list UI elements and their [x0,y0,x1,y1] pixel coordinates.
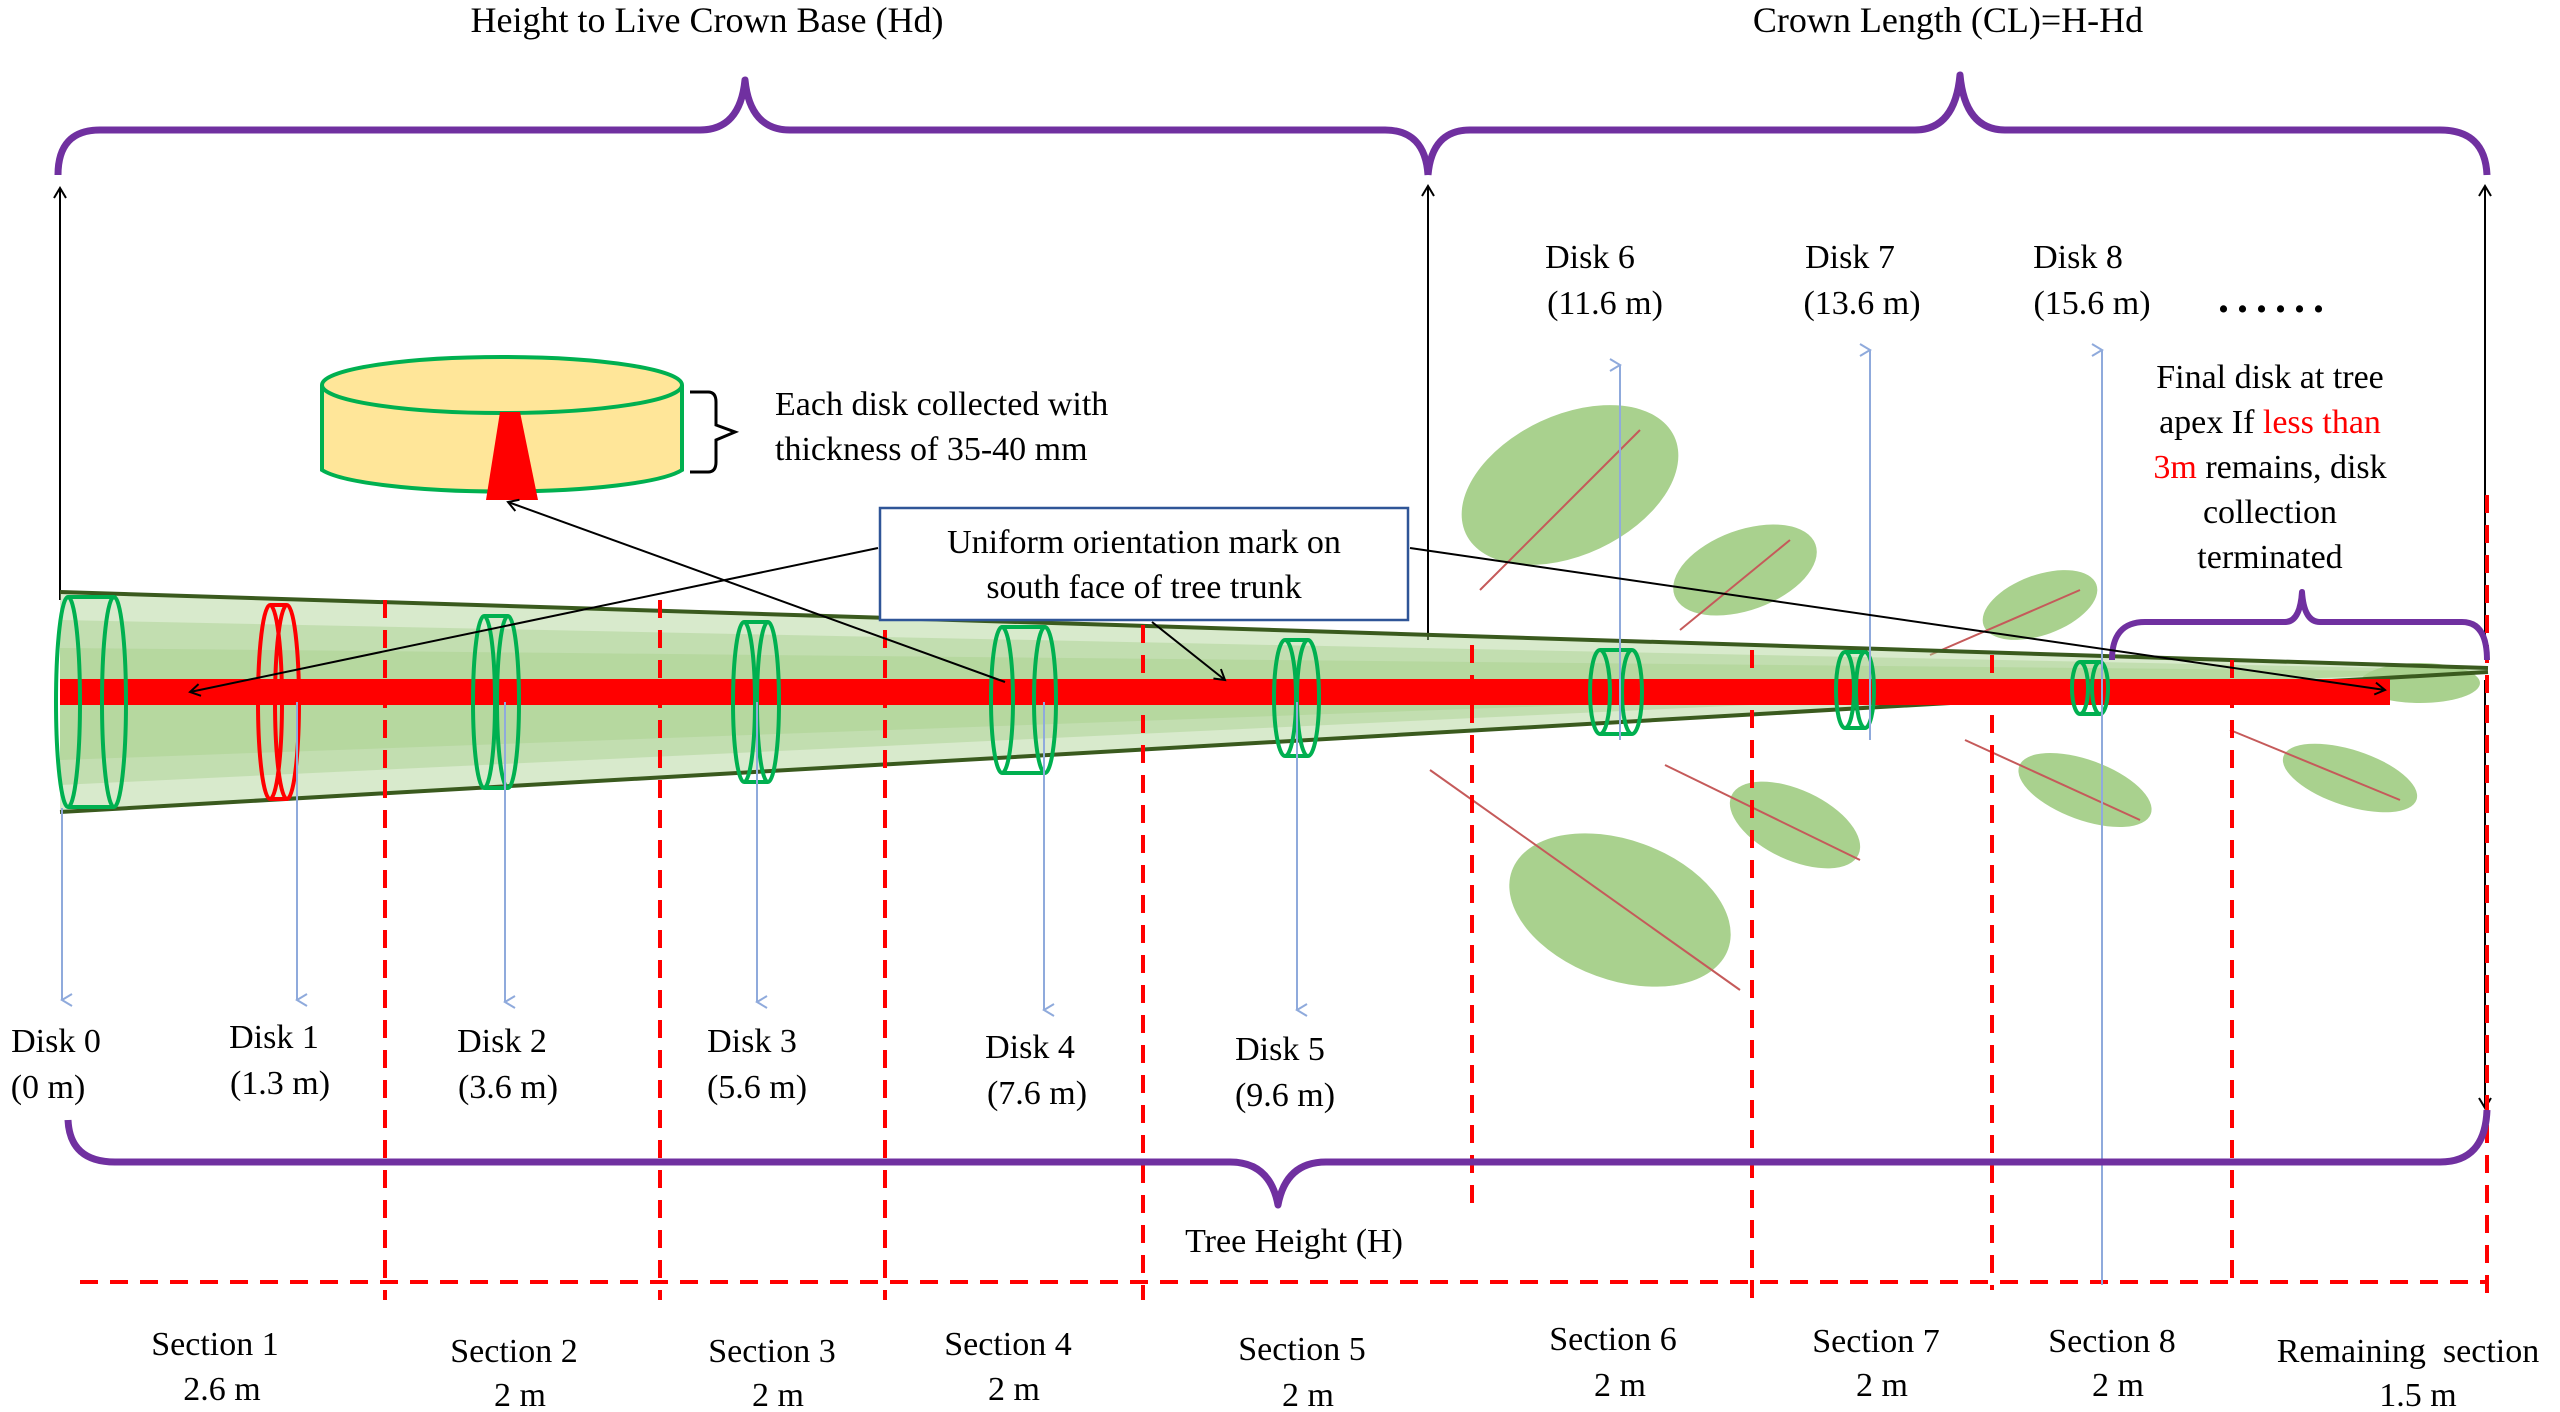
orientation-callout-box [878,506,1410,622]
disk-illustration [320,355,740,500]
final-note-line1: Final disk at tree [2156,359,2384,396]
leaf [1429,769,1741,991]
disk-6-name: Disk 6 [1545,239,1635,276]
disk-callout-line1: Each disk collected with [775,386,1108,423]
disk-0-name: Disk 0 [11,1023,101,1060]
disk-0-height: (0 m) [11,1069,86,1106]
cl-brace [1424,71,2491,176]
leaf [1461,405,1679,591]
trunk-disk-2 [471,614,521,790]
cl-header: Crown Length (CL)=H-Hd [1753,0,2143,40]
leaf [1673,524,1817,631]
disk-4-name: Disk 4 [985,1029,1075,1066]
tree-height-brace [64,1109,2491,1209]
disk-7-height: (13.6 m) [1803,285,1920,322]
disk-2-height: (3.6 m) [458,1069,558,1106]
section-6-name: Section 6 [1549,1321,1676,1358]
section-2-length: 2 m [494,1377,546,1412]
section-3-name: Section 3 [708,1333,835,1370]
leaf [1964,739,2152,827]
section-2-name: Section 2 [450,1333,577,1370]
final-note-line3-plain: remains, disk [2197,449,2387,486]
section-7-length: 2 m [1856,1367,1908,1404]
trunk-disk-6 [1588,648,1644,736]
section-3-length: 2 m [752,1377,804,1412]
orientation-wedge [486,412,538,500]
section-5-name: Section 5 [1238,1331,1365,1368]
disk-arrows [60,343,2104,1285]
trunk-disks [54,595,2110,809]
hd-header: Height to Live Crown Base (Hd) [471,0,944,40]
section-7-name: Section 7 [1812,1323,1939,1360]
section-8-name: Section 8 [2048,1323,2175,1360]
disk-4-height: (7.6 m) [987,1075,1087,1112]
orientation-callout-line2: south face of tree trunk [986,569,1301,606]
more-disks-ellipsis: ...... [2218,273,2332,322]
orientation-callout-line1: Uniform orientation mark on [947,524,1341,561]
disk-3-name: Disk 3 [707,1023,797,1060]
section-4-name: Section 4 [944,1326,1071,1363]
disk-8-height: (15.6 m) [2033,285,2150,322]
final-note-line2-plain: apex If [2159,404,2263,441]
orientation-mark-stripe [60,679,2390,705]
section-8-length: 2 m [2092,1367,2144,1404]
disk-5-height: (9.6 m) [1235,1077,1335,1114]
callout-leaders [188,498,2387,697]
disk-6-height: (11.6 m) [1547,285,1663,322]
final-note-line2-highlight: less than [2263,404,2381,441]
section-6-length: 2 m [1594,1367,1646,1404]
disk-7-name: Disk 7 [1805,239,1895,276]
final-note-line4: collection [2203,494,2337,531]
final-note-line2: apex If less than [2159,404,2381,441]
section-1-length: 2.6 m [183,1371,260,1408]
leaf [2229,729,2418,813]
trunk-disk-8 [2070,660,2110,716]
disk-2-name: Disk 2 [457,1023,547,1060]
section-4-length: 2 m [988,1371,1040,1408]
disk-labels: Disk 0 (0 m) Disk 1 (1.3 m) Disk 2 (3.6 … [11,239,2151,1114]
final-note-line3-highlight: 3m [2153,449,2196,486]
section-5-length: 2 m [1282,1377,1334,1412]
disk-5-name: Disk 5 [1235,1031,1325,1068]
hd-brace [54,76,1432,176]
final-note-line3: 3m remains, disk [2153,449,2386,486]
disk-callout-line2: thickness of 35-40 mm [775,431,1088,468]
remaining-section-length: 1.5 m [2379,1377,2456,1412]
disk-1-height: (1.3 m) [230,1065,330,1102]
disk-8-name: Disk 8 [2033,239,2123,276]
crown-leaves [1429,405,2480,991]
remaining-section-name: Remaining section [2277,1333,2540,1370]
section-1-name: Section 1 [151,1326,278,1363]
trunk-disk-7 [1834,650,1876,730]
section-labels: Section 1 2.6 m Section 2 2 m Section 3 … [151,1321,2539,1412]
thickness-bracket [690,390,740,474]
section-dividers [80,495,2489,1300]
trunk-disk-1 [256,603,301,801]
disk-1-name: Disk 1 [229,1019,319,1056]
trunk-disk-0 [54,595,128,809]
final-note-line5: terminated [2197,539,2342,576]
leaf [1664,764,1861,869]
leaf [1929,570,2098,656]
tree-height-label: Tree Height (H) [1185,1223,1403,1260]
disk-3-height: (5.6 m) [707,1069,807,1106]
remaining-section-brace [2109,589,2490,661]
